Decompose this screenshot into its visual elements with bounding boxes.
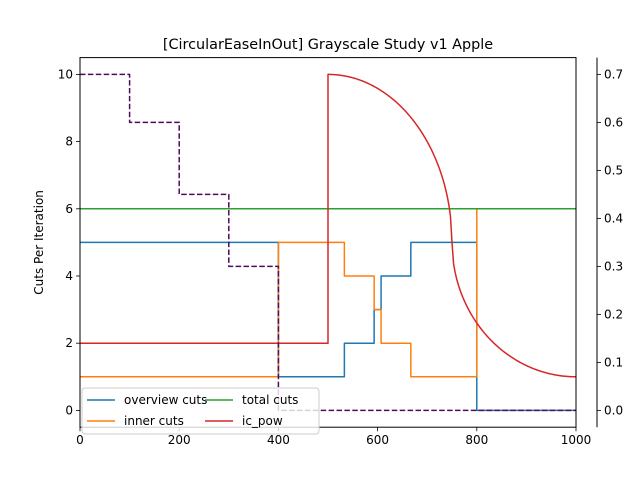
legend-label: overview cuts xyxy=(124,393,207,407)
y2-tick-label: 0.6 xyxy=(604,115,623,129)
x-tick-label: 600 xyxy=(366,433,389,447)
x-tick-label: 1000 xyxy=(561,433,592,447)
legend-label: ic_pow xyxy=(242,414,283,428)
legend: overview cuts inner cuts total cuts ic_pow xyxy=(82,388,319,434)
y2-tick-label: 0.4 xyxy=(604,211,623,225)
y2-tick-label: 0.0 xyxy=(604,403,623,417)
y2-tick-label: 0.2 xyxy=(604,307,623,321)
plot-area xyxy=(80,74,576,410)
series-line-3 xyxy=(80,74,576,376)
x-tick-label: 800 xyxy=(465,433,488,447)
y-tick-label: 4 xyxy=(65,269,73,283)
legend-label: inner cuts xyxy=(124,414,184,428)
y-tick-label: 10 xyxy=(58,67,73,81)
chart-title: [CircularEaseInOut] Grayscale Study v1 A… xyxy=(163,37,493,53)
legend-label: total cuts xyxy=(242,393,298,407)
y2-tick-label: 0.5 xyxy=(604,163,623,177)
y2-tick-label: 0.1 xyxy=(604,355,623,369)
y-tick-label: 2 xyxy=(65,336,73,350)
x-tick-label: 200 xyxy=(168,433,191,447)
y-tick-label: 8 xyxy=(65,135,73,149)
y-tick-label: 0 xyxy=(65,403,73,417)
y2-tick-label: 0.3 xyxy=(604,259,623,273)
y-axis-label: Cuts Per Iteration xyxy=(32,190,46,295)
x-tick-label: 0 xyxy=(76,433,84,447)
x-tick-label: 400 xyxy=(267,433,290,447)
y2-tick-label: 0.7 xyxy=(604,67,623,81)
y-tick-label: 6 xyxy=(65,202,73,216)
